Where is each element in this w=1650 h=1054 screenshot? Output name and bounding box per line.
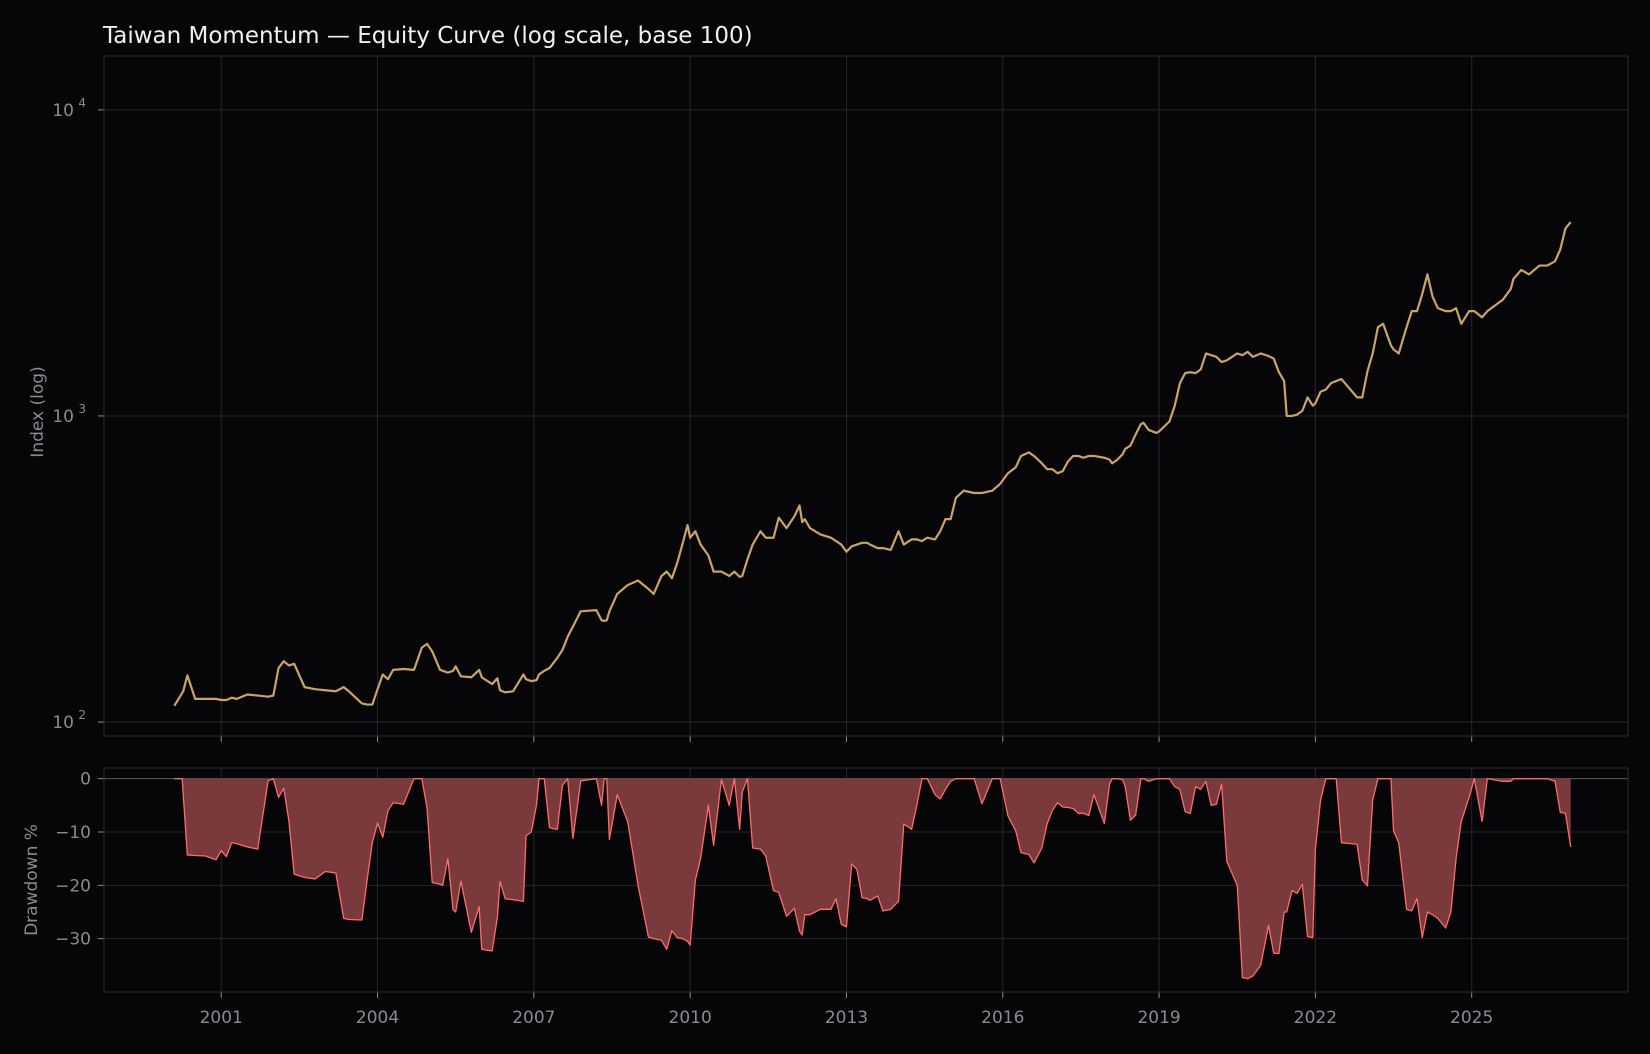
drawdown-y-tick-label: 0 [80, 770, 91, 790]
x-tick-label: 2010 [669, 1008, 712, 1028]
equity-plot-area [104, 56, 1628, 736]
drawdown-panel: 0−10−20−30 2001 2004 2007 2010 2013 2016 2019 2… [22, 767, 1629, 1028]
equity-y-tick-label: 10 [52, 407, 74, 427]
drawdown-y-ticks: 0 −10 −20 −30 [55, 770, 104, 950]
equity-frame [103, 55, 1629, 737]
equity-y-tick-label: 10 [52, 101, 74, 121]
x-tick-label: 2019 [1137, 1008, 1180, 1028]
equity-y-tick-exponent: 2 [78, 708, 86, 722]
x-tick-label: 2013 [825, 1008, 868, 1028]
drawdown-y-axis-label: Drawdown % [22, 824, 42, 936]
drawdown-x-ticks: 2001 2004 2007 2010 2013 2016 2019 2022 2025 [200, 992, 1493, 1028]
x-tick-label: 2007 [512, 1008, 555, 1028]
drawdown-y-tick-label: −20 [55, 876, 91, 896]
chart-title: Taiwan Momentum — Equity Curve (log scal… [102, 23, 753, 49]
equity-gridlines [104, 56, 1628, 736]
x-tick-label: 2004 [356, 1008, 399, 1028]
equity-panel: 10 2 10 3 10 4 Index (log) [28, 55, 1629, 742]
equity-y-tick-exponent: 4 [78, 96, 86, 110]
equity-y-tick-exponent: 3 [78, 402, 86, 416]
drawdown-line [174, 778, 1572, 980]
drawdown-y-tick-label: −30 [55, 930, 91, 950]
x-tick-label: 2025 [1450, 1008, 1493, 1028]
equity-y-tick-label: 10 [52, 713, 74, 733]
equity-curve-line [173, 221, 1572, 707]
drawdown-area-fill [174, 778, 1571, 979]
drawdown-frame [103, 767, 1629, 993]
equity-y-axis-label: Index (log) [28, 366, 48, 457]
x-tick-label: 2001 [200, 1008, 243, 1028]
equity-y-ticks: 10 2 10 3 10 4 [52, 96, 104, 733]
equity-x-tick-marks [220, 736, 1473, 742]
drawdown-y-tick-label: −10 [55, 823, 91, 843]
x-tick-label: 2016 [981, 1008, 1024, 1028]
x-tick-label: 2022 [1294, 1008, 1337, 1028]
